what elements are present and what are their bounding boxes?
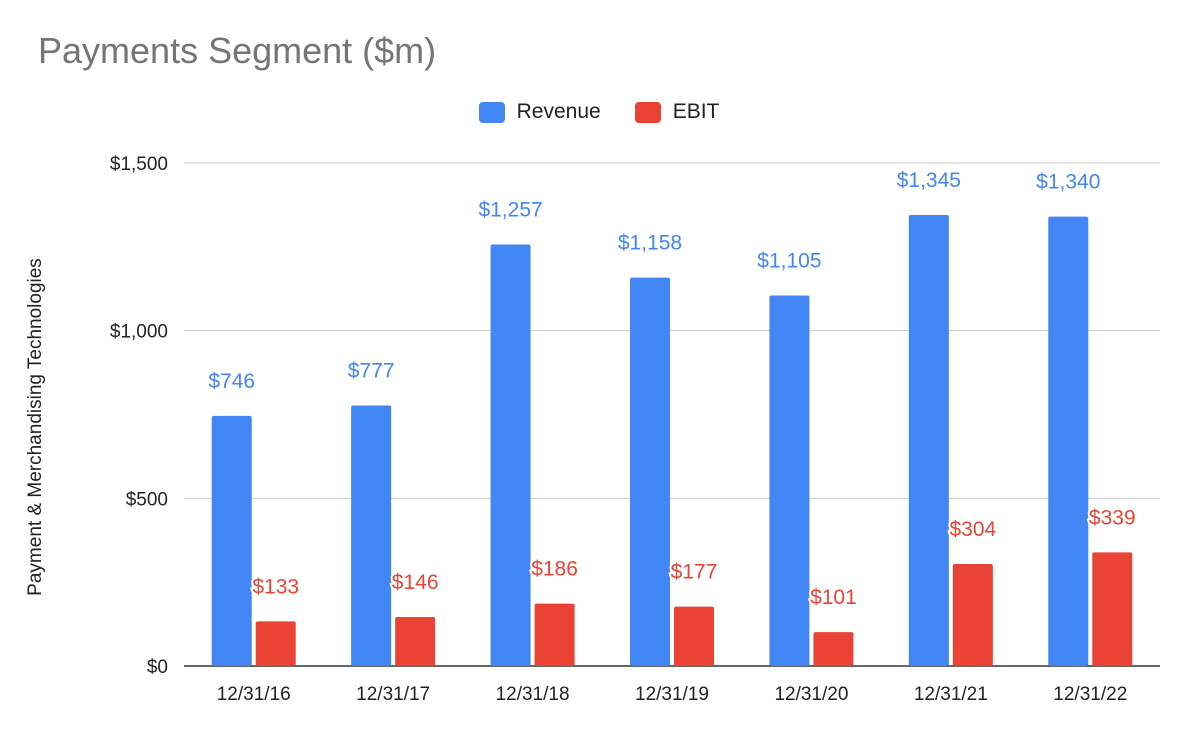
x-tick-label: 12/31/19 (635, 684, 709, 705)
ebit-data-label: $304 (949, 518, 996, 541)
revenue-bar (211, 415, 252, 666)
y-tick-label: $1,000 (110, 322, 168, 343)
revenue-data-label: $1,257 (478, 198, 542, 221)
revenue-data-label: $1,105 (757, 249, 821, 272)
legend-label-revenue: Revenue (516, 100, 601, 123)
ebit-bar (952, 564, 993, 666)
revenue-bar (1048, 216, 1089, 667)
revenue-bar (630, 277, 670, 666)
legend-swatch-revenue (478, 101, 505, 123)
x-tick-label: 12/31/22 (1053, 684, 1127, 705)
chart-title: Payments Segment ($m) (38, 30, 437, 71)
revenue-bar (769, 295, 810, 666)
legend-label-ebit: EBIT (672, 100, 720, 123)
ebit-data-label: $101 (810, 586, 857, 609)
x-tick-label: 12/31/16 (217, 684, 291, 705)
y-tick-label: $0 (147, 657, 168, 678)
ebit-data-label: $339 (1089, 506, 1136, 529)
ebit-bar (534, 603, 575, 666)
ebit-data-label: $133 (252, 575, 299, 598)
ebit-data-label: $186 (531, 558, 578, 581)
revenue-data-label: $1,345 (897, 169, 961, 192)
y-tick-label: $1,500 (110, 154, 168, 175)
ebit-bar (813, 632, 854, 666)
revenue-data-label: $1,340 (1036, 171, 1100, 194)
revenue-data-label: $746 (208, 370, 255, 393)
revenue-bar (908, 214, 949, 666)
ebit-data-label: $146 (392, 571, 439, 594)
legend: Revenue EBIT (0, 100, 1198, 124)
ebit-data-label: $177 (671, 561, 718, 584)
revenue-data-label: $777 (348, 359, 395, 382)
revenue-bar (351, 405, 392, 666)
ebit-bar (395, 617, 436, 666)
x-tick-label: 12/31/20 (774, 684, 848, 705)
ebit-bar (255, 621, 296, 666)
x-tick-label: 12/31/18 (496, 684, 570, 705)
x-tick-label: 12/31/21 (914, 684, 988, 705)
y-tick-label: $500 (126, 489, 168, 510)
revenue-data-label: $1,158 (618, 232, 682, 255)
x-tick-label: 12/31/17 (356, 684, 430, 705)
ebit-bar (1092, 552, 1133, 666)
revenue-bar (490, 244, 531, 666)
legend-item-ebit: EBIT (634, 100, 720, 124)
ebit-bar (674, 606, 714, 666)
legend-item-revenue: Revenue (478, 100, 601, 124)
legend-swatch-ebit (634, 101, 661, 123)
